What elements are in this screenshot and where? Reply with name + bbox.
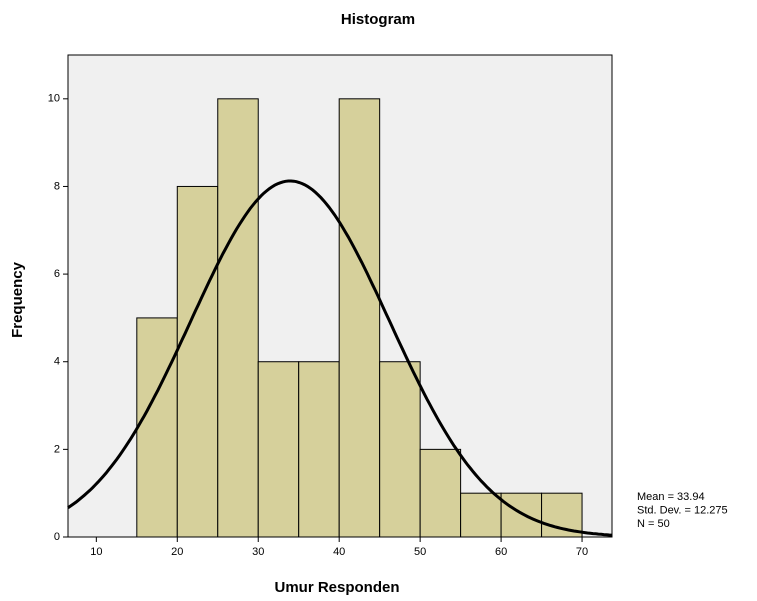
x-tick-label: 10 [90,546,102,558]
plot-frame [67,54,613,538]
x-tick-label: 60 [495,546,507,558]
x-tick-label: 40 [333,546,345,558]
x-axis-label: Umur Responden [274,579,399,596]
bar [460,492,502,538]
stat-label: Mean = 33.94 [637,491,705,503]
y-tick-label: 4 [54,356,60,368]
x-tick-label: 50 [414,546,426,558]
bar [136,317,178,538]
bar [176,185,219,538]
stat-label: Std. Dev. = 12.275 [637,504,728,516]
y-tick-label: 0 [54,531,60,543]
bar [338,98,381,538]
bar [257,361,300,538]
y-tick-label: 8 [54,180,60,192]
y-tick-label: 2 [54,443,60,455]
x-tick-label: 70 [576,546,588,558]
x-tick-label: 20 [171,546,183,558]
bar [419,448,462,538]
bar [298,361,340,538]
normal-curve [67,179,613,537]
bar [217,98,259,538]
y-axis-label: Frequency [9,261,26,338]
x-tick-label: 30 [252,546,264,558]
stat-label: N = 50 [637,518,670,530]
chart-title: Histogram [341,11,415,28]
bar [500,492,543,538]
bar [379,361,421,538]
y-tick-label: 6 [54,268,60,280]
y-tick-label: 10 [48,93,60,105]
